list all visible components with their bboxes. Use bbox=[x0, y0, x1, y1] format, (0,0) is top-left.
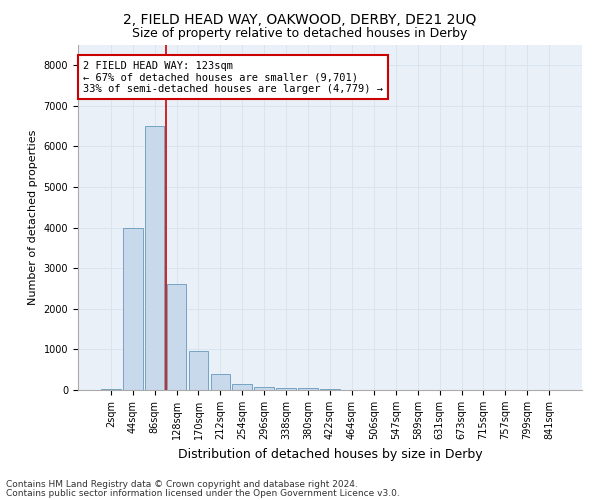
Bar bbox=[167, 284, 187, 390]
Bar bbox=[232, 384, 252, 390]
Bar bbox=[188, 352, 208, 390]
Text: Contains HM Land Registry data © Crown copyright and database right 2024.: Contains HM Land Registry data © Crown c… bbox=[6, 480, 358, 489]
X-axis label: Distribution of detached houses by size in Derby: Distribution of detached houses by size … bbox=[178, 448, 482, 460]
Text: 2 FIELD HEAD WAY: 123sqm
← 67% of detached houses are smaller (9,701)
33% of sem: 2 FIELD HEAD WAY: 123sqm ← 67% of detach… bbox=[83, 60, 383, 94]
Bar bbox=[211, 374, 230, 390]
Bar bbox=[276, 388, 296, 390]
Text: Size of property relative to detached houses in Derby: Size of property relative to detached ho… bbox=[133, 28, 467, 40]
Bar bbox=[298, 388, 318, 390]
Bar bbox=[145, 126, 164, 390]
Text: 2, FIELD HEAD WAY, OAKWOOD, DERBY, DE21 2UQ: 2, FIELD HEAD WAY, OAKWOOD, DERBY, DE21 … bbox=[124, 12, 476, 26]
Bar bbox=[320, 389, 340, 390]
Text: Contains public sector information licensed under the Open Government Licence v3: Contains public sector information licen… bbox=[6, 489, 400, 498]
Bar bbox=[254, 387, 274, 390]
Bar bbox=[123, 228, 143, 390]
Y-axis label: Number of detached properties: Number of detached properties bbox=[28, 130, 38, 305]
Bar bbox=[101, 389, 121, 390]
